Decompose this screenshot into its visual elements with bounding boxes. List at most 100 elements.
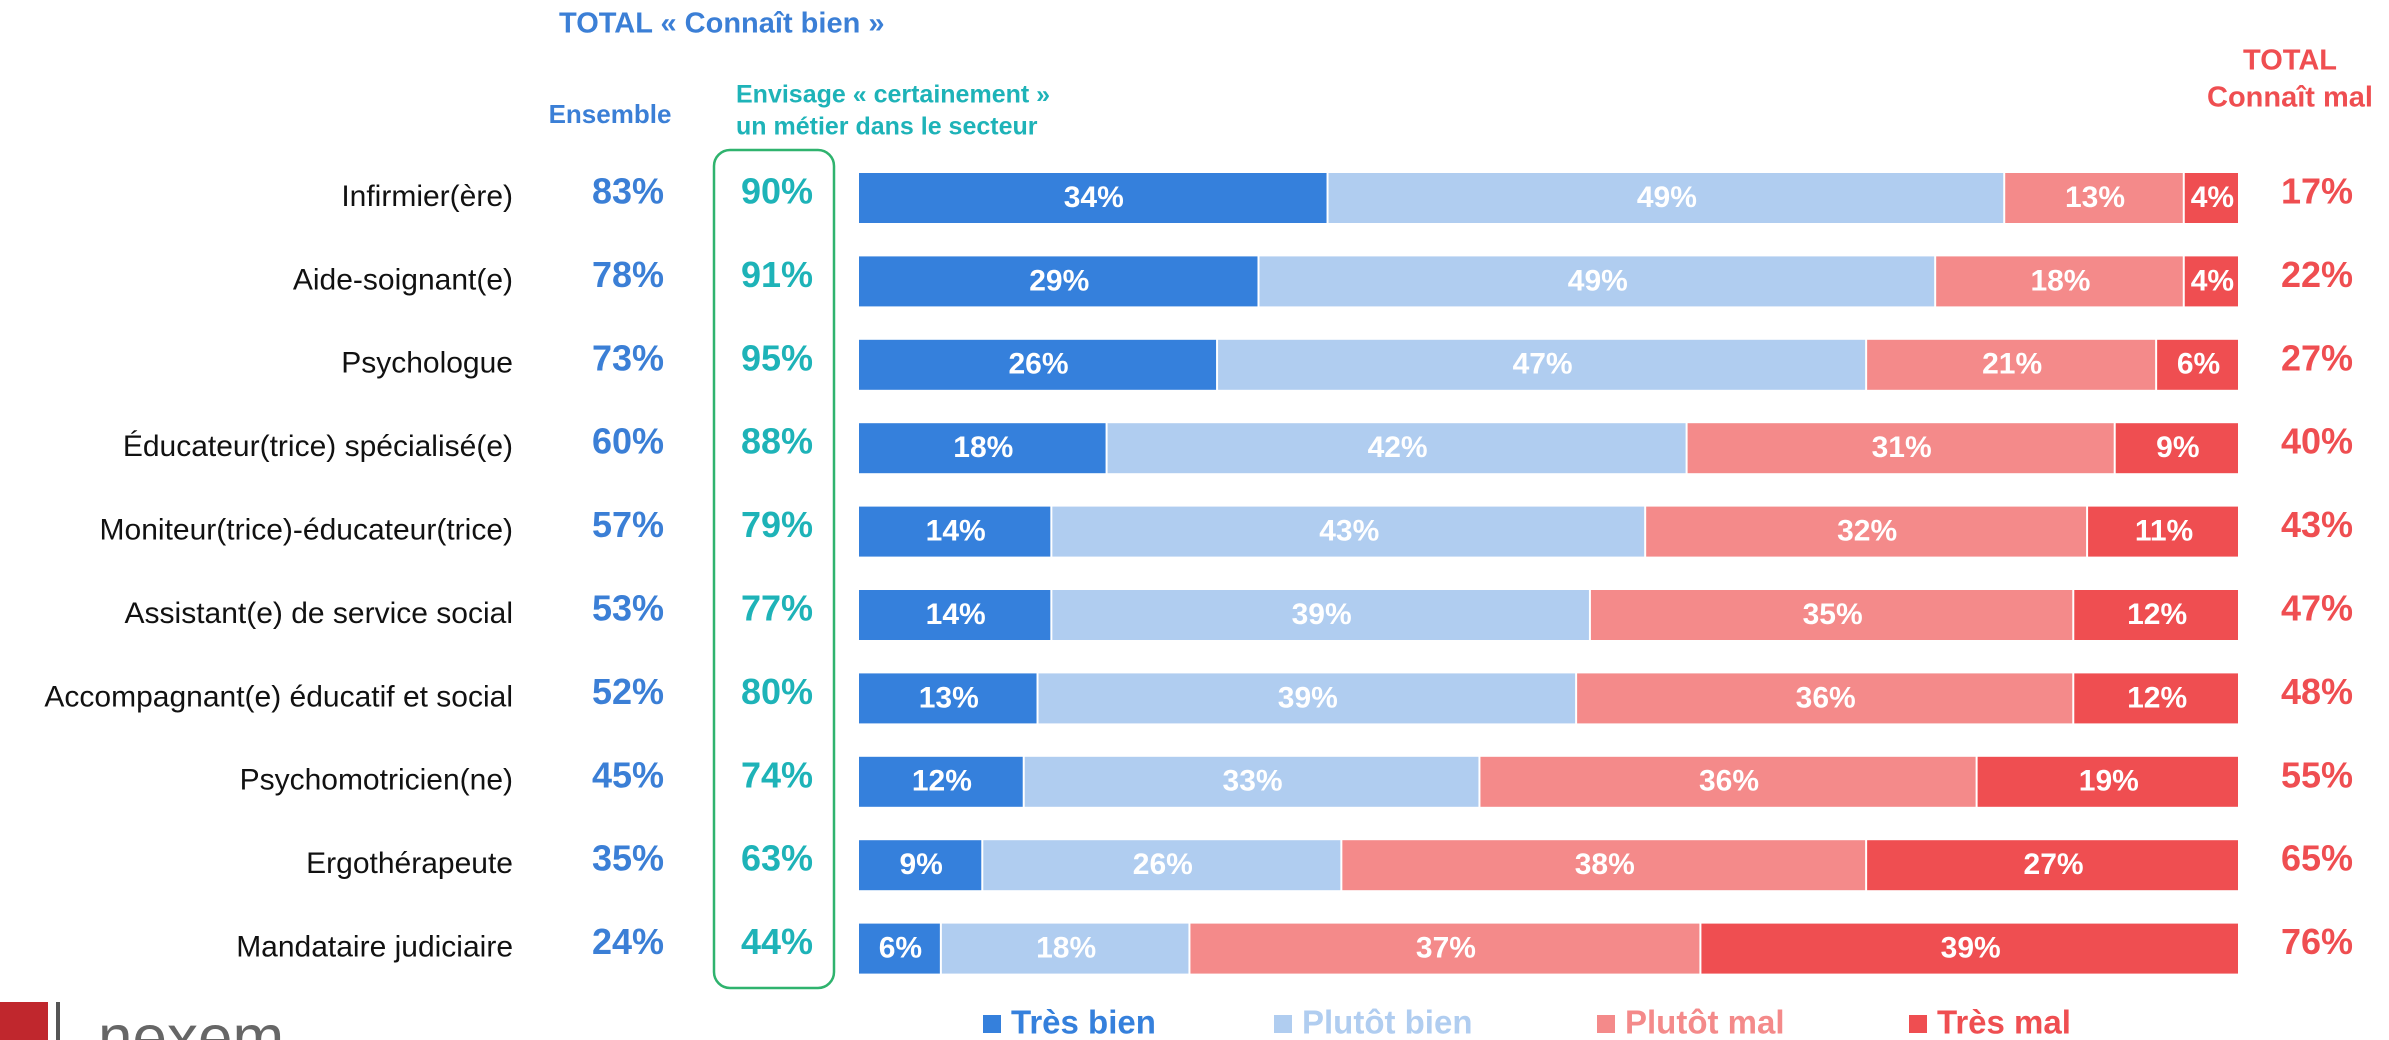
bar-value-label: 33% [1223, 765, 1283, 798]
legend-swatch [1597, 1015, 1615, 1033]
highlight-box [712, 148, 836, 990]
bar-value-label: 29% [1029, 264, 1089, 297]
bar-segment [983, 840, 1341, 891]
column-title: un métier dans le secteur [736, 113, 1038, 141]
bar-segment [1701, 923, 2238, 974]
bar-value-label: 18% [2030, 264, 2090, 297]
bar-value-label: 38% [1575, 848, 1635, 881]
column-value: 78% [592, 254, 664, 295]
bar-segment [2088, 506, 2238, 557]
bar-value-label: 13% [2065, 181, 2125, 214]
category-label: Ergothérapeute [306, 847, 513, 880]
bar-value-label: 35% [1803, 598, 1863, 631]
column-value: 48% [2281, 671, 2353, 712]
column-value: 76% [2281, 921, 2353, 962]
bar-segment [859, 590, 1051, 640]
bar-value-label: 12% [912, 765, 972, 798]
bar-segment [2074, 590, 2238, 640]
bar-value-label: 39% [1941, 932, 2001, 965]
bar-segment [1107, 423, 1686, 474]
column-value: 47% [2281, 588, 2353, 629]
bar-segment [859, 673, 1037, 724]
legend-swatch [1274, 1015, 1292, 1033]
bar-segment [1024, 756, 1479, 807]
column-value: 44% [741, 921, 813, 962]
bar-value-label: 36% [1699, 765, 1759, 798]
bar-value-label: 47% [1513, 348, 1573, 381]
bar-segment [859, 923, 940, 974]
legend-label: Plutôt mal [1625, 1004, 1785, 1040]
bar-value-label: 21% [1982, 348, 2042, 381]
column-value: 52% [592, 671, 664, 712]
bar-segment [859, 506, 1051, 557]
bar-value-label: 39% [1292, 598, 1352, 631]
bar-value-label: 18% [953, 431, 1013, 464]
column-value: 83% [592, 171, 664, 212]
bar-value-label: 19% [2079, 765, 2139, 798]
bar-segment [859, 840, 982, 891]
bar-segment [2115, 423, 2238, 474]
category-label: Infirmier(ère) [341, 180, 513, 213]
bar-segment [1052, 590, 1589, 640]
bar-value-label: 34% [1064, 181, 1124, 214]
header: TOTAL « Connaît bien » [559, 8, 884, 40]
bar-segment [2184, 256, 2238, 307]
column-value: 53% [592, 588, 664, 629]
bar-segment [859, 173, 1327, 223]
bar-value-label: 14% [926, 598, 986, 631]
bar-segment [1259, 256, 1935, 307]
legend-label: Plutôt bien [1302, 1004, 1472, 1040]
bar-value-label: 14% [926, 515, 986, 548]
bar-value-label: 37% [1416, 932, 1476, 965]
bar-value-label: 4% [2191, 264, 2234, 297]
bar-segment [1646, 506, 2087, 557]
bar-segment [2074, 673, 2238, 724]
bar-segment [1052, 506, 1645, 557]
bar-segment [1867, 339, 2156, 390]
column-value: 80% [741, 671, 813, 712]
bar-value-label: 4% [2191, 181, 2234, 214]
legend-swatch [1909, 1015, 1927, 1033]
legend-swatch [983, 1015, 1001, 1033]
bar-value-label: 12% [2127, 681, 2187, 714]
column-value: 77% [741, 588, 813, 629]
column-value: 65% [2281, 838, 2353, 879]
bar-value-label: 36% [1796, 681, 1856, 714]
column-value: 45% [592, 754, 664, 795]
column-title: TOTAL [2243, 45, 2337, 77]
column-value: 22% [2281, 254, 2353, 295]
bar-segment [1867, 840, 2238, 891]
bar-segment [1218, 339, 1866, 390]
category-label: Mandataire judiciaire [236, 931, 513, 964]
column-value: 73% [592, 337, 664, 378]
bar-value-label: 13% [919, 681, 979, 714]
bar-value-label: 32% [1837, 515, 1897, 548]
column-value: 35% [592, 838, 664, 879]
bar-segment [1687, 423, 2114, 474]
category-label: Éducateur(trice) spécialisé(e) [123, 430, 513, 463]
bar-segment [1190, 923, 1700, 974]
bar-value-label: 31% [1872, 431, 1932, 464]
bar-value-label: 9% [899, 848, 942, 881]
column-value: 24% [592, 921, 664, 962]
bar-segment [1936, 256, 2183, 307]
bar-value-label: 42% [1368, 431, 1428, 464]
column-value: 40% [2281, 421, 2353, 462]
column-value: 17% [2281, 171, 2353, 212]
category-label: Moniteur(trice)-éducateur(trice) [100, 514, 513, 547]
bar-value-label: 6% [879, 932, 922, 965]
bar-segment [941, 923, 1189, 974]
column-value: 88% [741, 421, 813, 462]
legend-label: Très mal [1937, 1004, 2071, 1040]
column-title: Envisage « certainement » [736, 81, 1050, 109]
bar-segment [1577, 673, 2073, 724]
column-value: 57% [592, 504, 664, 545]
category-label: Psychomotricien(ne) [240, 764, 513, 797]
bar-segment [2157, 339, 2238, 390]
bar-segment [859, 256, 1258, 307]
bar-value-label: 49% [1568, 264, 1628, 297]
bar-segment [2005, 173, 2183, 223]
bar-value-label: 49% [1637, 181, 1697, 214]
